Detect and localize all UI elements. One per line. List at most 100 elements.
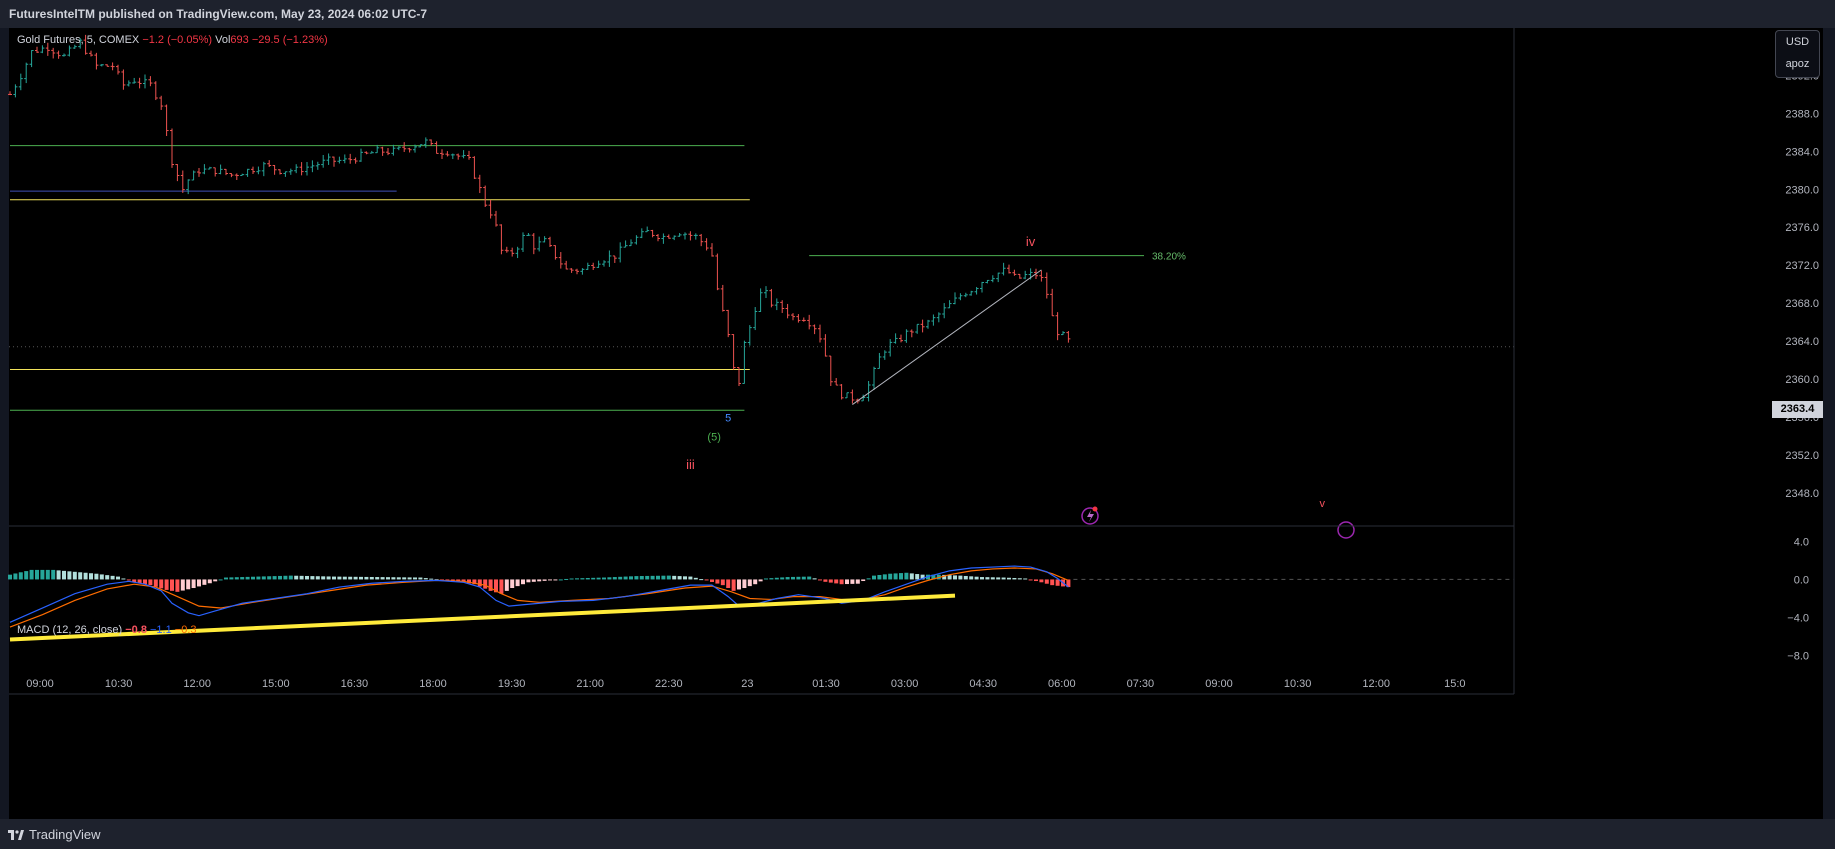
macd-histogram-bar	[197, 579, 201, 587]
macd-histogram-bar	[823, 579, 828, 582]
macd-histogram-bar	[758, 579, 763, 582]
price-axis-tick: 2360.0	[1785, 374, 1819, 386]
macd-histogram-bar	[315, 576, 320, 580]
time-axis-tick: 10:30	[1284, 678, 1312, 690]
macd-histogram-bar	[704, 579, 709, 581]
macd-histogram-bar	[958, 575, 963, 580]
time-axis-tick: 12:00	[1362, 678, 1390, 690]
macd-histogram-bar	[116, 576, 120, 580]
macd-histogram-bar	[94, 573, 99, 580]
macd-histogram-bar	[591, 577, 596, 580]
macd-trend-line	[9, 593, 956, 642]
macd-histogram-bar	[1044, 579, 1049, 584]
macd-histogram-bar	[845, 579, 849, 585]
macd-histogram-bar	[899, 573, 903, 580]
macd-histogram-bar	[953, 575, 957, 580]
macd-histogram-bar	[1001, 577, 1006, 580]
macd-histogram-bar	[380, 577, 385, 580]
macd-histogram-bar	[467, 579, 471, 584]
macd-histogram-bar	[920, 574, 925, 580]
currency-label: USD	[1785, 36, 1810, 48]
macd-histogram-bar	[391, 577, 396, 580]
macd-histogram-bar	[963, 575, 968, 580]
macd-histogram-bar	[612, 577, 617, 580]
macd-histogram-bar	[213, 579, 218, 582]
price-axis-tick: 2348.0	[1785, 488, 1819, 500]
legend-change: −1.2 (−0.05%)	[142, 34, 213, 46]
macd-histogram-bar	[504, 579, 509, 591]
macd-histogram-bar	[850, 579, 855, 584]
symbol-legend[interactable]: Gold Futures, 5, COMEX −1.2 (−0.05%) Vol…	[17, 34, 328, 46]
macd-histogram-bar	[661, 575, 666, 580]
tradingview-brand[interactable]: TradingView	[8, 827, 101, 842]
time-axis-tick: 19:30	[498, 678, 526, 690]
macd-histogram-bar	[321, 576, 326, 580]
time-axis-tick: 10:30	[105, 678, 133, 690]
macd-histogram-bar	[596, 577, 601, 580]
macd-histogram-bar	[909, 573, 914, 580]
macd-histogram-bar	[51, 569, 56, 580]
macd-histogram-bar	[191, 579, 196, 589]
macd-histogram-bar	[13, 573, 18, 580]
wave-label: iii	[686, 457, 695, 472]
macd-legend-label: MACD (12, 26, close)	[17, 624, 123, 636]
macd-histogram-bar	[450, 579, 455, 581]
macd-axis-tick: 0.0	[1794, 574, 1809, 586]
macd-histogram-bar	[283, 575, 288, 580]
price-axis-tick: 2376.0	[1785, 222, 1819, 234]
macd-histogram-bar	[261, 576, 266, 580]
macd-histogram-bar	[1034, 579, 1038, 582]
macd-histogram-bar	[229, 577, 234, 580]
macd-histogram-bar	[866, 578, 871, 580]
macd-histogram-bar	[575, 578, 579, 580]
currency-button[interactable]: USD apoz	[1775, 30, 1820, 78]
macd-histogram-bar	[342, 576, 347, 580]
macd-histogram-bar	[137, 579, 142, 584]
macd-histogram-bar	[656, 575, 660, 580]
macd-histogram-bar	[72, 571, 77, 580]
fib-level-label: 38.20%	[1152, 252, 1186, 263]
macd-legend-value-1: −0.8	[125, 624, 147, 636]
macd-histogram-bar	[418, 577, 423, 580]
macd-histogram-bar	[326, 576, 331, 580]
main-price-pane: 38.20% 5 (5) iii iv v	[8, 34, 1514, 539]
macd-histogram-bar	[1066, 579, 1071, 588]
time-axis-tick: 07:30	[1127, 678, 1155, 690]
macd-histogram-bar	[56, 570, 61, 580]
notification-dot	[1092, 506, 1098, 512]
macd-histogram-bar	[510, 579, 515, 589]
macd-histogram-bar	[35, 569, 39, 580]
macd-histogram-bar	[996, 577, 1001, 580]
macd-histogram-bar	[980, 577, 984, 580]
macd-histogram-bar	[218, 579, 223, 581]
macd-legend[interactable]: MACD (12, 26, close) −0.8 −1.1 −0.3	[17, 624, 197, 636]
macd-histogram-bar	[267, 576, 272, 580]
macd-histogram-bar	[796, 576, 801, 580]
macd-histogram-bar	[629, 576, 633, 580]
macd-histogram-bar	[818, 579, 822, 581]
macd-histogram-bar	[386, 577, 390, 580]
price-axis-tick: 2368.0	[1785, 298, 1819, 310]
macd-histogram-bar	[618, 576, 623, 580]
macd-histogram-bar	[224, 577, 228, 580]
time-axis-tick: 22:30	[655, 678, 683, 690]
macd-histogram-bar	[251, 576, 255, 580]
macd-histogram-bar	[364, 576, 369, 580]
macd-histogram-bar	[915, 574, 920, 580]
macd-histogram-bar	[812, 578, 817, 580]
macd-histogram-bar	[159, 579, 164, 589]
macd-histogram-bar	[720, 579, 725, 586]
currency-sub-label: apoz	[1785, 58, 1810, 70]
legend-vol-value: 693	[230, 34, 249, 46]
legend-vol-label: Vol	[215, 34, 231, 46]
macd-histogram-bar	[882, 574, 887, 580]
macd-histogram-bar	[78, 572, 83, 580]
time-axis-tick: 21:00	[576, 678, 604, 690]
macd-histogram-bar	[472, 579, 477, 585]
macd-histogram-bar	[666, 575, 671, 580]
macd-histogram-bar	[947, 575, 952, 580]
macd-histogram-bar	[861, 579, 866, 582]
macd-pane	[8, 565, 1514, 642]
chart-area[interactable]	[9, 28, 1823, 819]
